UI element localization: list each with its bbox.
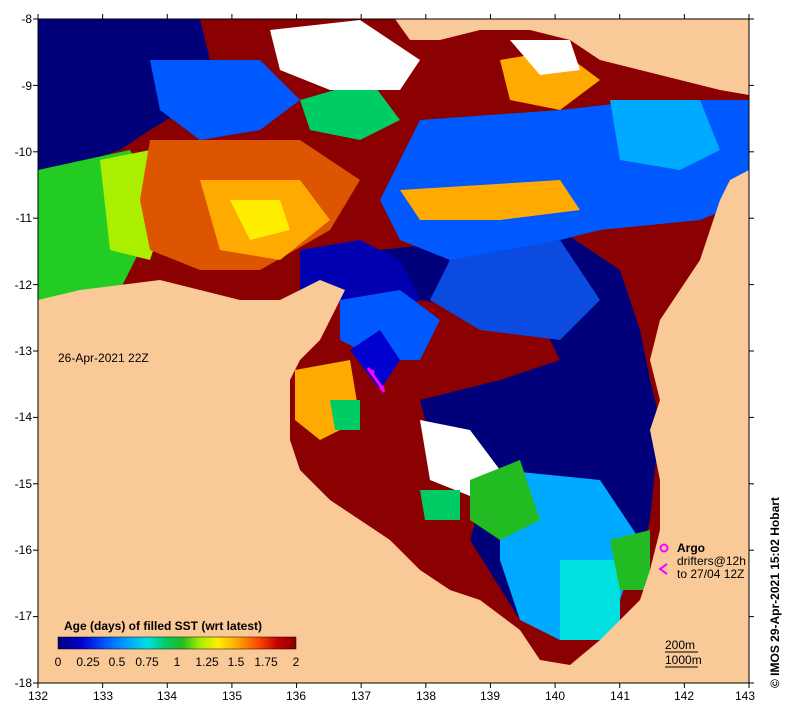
colorbar-tick-label: 1.25 <box>195 655 219 669</box>
x-tick-label: 137 <box>351 689 371 703</box>
x-tick-label: 140 <box>545 689 565 703</box>
y-tick-label: -9 <box>21 79 32 93</box>
x-axis-labels: 132 133 134 135 136 137 138 139 140 141 … <box>28 689 755 703</box>
colorbar-tick-label: 0.25 <box>76 655 100 669</box>
x-tick-label: 143 <box>735 689 755 703</box>
argo-float-marker <box>379 385 385 391</box>
drifter-range-label: to 27/04 12Z <box>677 567 744 581</box>
credit-label: © IMOS 29-Apr-2021 15:02 Hobart <box>768 497 782 688</box>
drifter-legend-label: drifters@12h <box>677 554 746 568</box>
map-timestamp: 26-Apr-2021 22Z <box>58 351 149 365</box>
y-tick-label: -10 <box>15 145 33 159</box>
colorbar-tick-label: 0 <box>55 655 62 669</box>
colorbar-tick-label: 0.75 <box>135 655 159 669</box>
y-tick-label: -18 <box>15 676 33 690</box>
argo-tracks <box>366 367 386 393</box>
x-tick-label: 136 <box>286 689 306 703</box>
y-tick-label: -13 <box>15 344 33 358</box>
y-tick-label: -16 <box>15 543 33 557</box>
land <box>38 19 749 683</box>
x-tick-label: 133 <box>93 689 113 703</box>
y-tick-label: -14 <box>15 410 33 424</box>
x-tick-label: 142 <box>674 689 694 703</box>
sst-age-field <box>38 19 749 640</box>
colorbar-tick-label: 1 <box>174 655 181 669</box>
x-tick-label: 141 <box>610 689 630 703</box>
y-tick-label: -15 <box>15 477 33 491</box>
x-tick-label: 134 <box>157 689 177 703</box>
tick-marks <box>33 14 754 688</box>
colorbar-title: Age (days) of filled SST (wrt latest) <box>64 619 262 633</box>
contour-1000m-label: 1000m <box>665 653 702 667</box>
colorbar-tick-label: 1.5 <box>228 655 245 669</box>
y-tick-label: -11 <box>16 211 33 225</box>
colorbar-tick-label: 0.5 <box>109 655 126 669</box>
y-tick-label: -8 <box>21 12 32 26</box>
contour-200m-label: 200m <box>665 638 695 652</box>
y-axis-labels: -8 -9 -10 -11 -12 -13 -14 -15 -16 -17 -1… <box>15 12 33 690</box>
x-tick-label: 135 <box>222 689 242 703</box>
x-tick-label: 138 <box>416 689 436 703</box>
colorbar-tick-label: 2 <box>293 655 300 669</box>
colorbar: Age (days) of filled SST (wrt latest) 0 … <box>55 619 300 669</box>
argo-legend-icon <box>659 543 669 553</box>
argo-legend-label: Argo <box>677 541 705 555</box>
contour-legend: 200m 1000m <box>665 638 702 668</box>
colorbar-gradient <box>57 636 297 650</box>
colorbar-tick-label: 1.75 <box>254 655 278 669</box>
argo-legend: Argo drifters@12h to 27/04 12Z <box>658 541 746 581</box>
drifter-legend-icon <box>658 563 668 575</box>
y-tick-label: -17 <box>15 609 33 623</box>
y-tick-label: -12 <box>15 278 33 292</box>
x-tick-label: 132 <box>28 689 48 703</box>
x-tick-label: 139 <box>480 689 500 703</box>
argo-float-marker <box>369 369 375 375</box>
